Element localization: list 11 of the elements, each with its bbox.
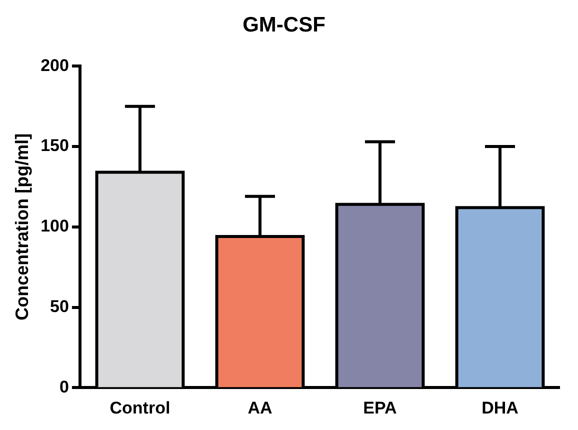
y-tick-label: 150 <box>40 136 69 156</box>
x-tick-label: AA <box>248 398 272 418</box>
y-tick-label: 100 <box>40 216 69 236</box>
y-axis-title: Concentration [pg/ml] <box>12 133 32 320</box>
y-tick-label: 50 <box>50 296 69 316</box>
y-tick-label: 200 <box>40 56 69 75</box>
chart-title: GM-CSF <box>242 13 326 36</box>
x-tick-label: Control <box>110 398 170 418</box>
y-tick-label: 0 <box>59 377 69 396</box>
x-tick-label: DHA <box>482 398 518 418</box>
x-tick-label: EPA <box>363 398 397 418</box>
